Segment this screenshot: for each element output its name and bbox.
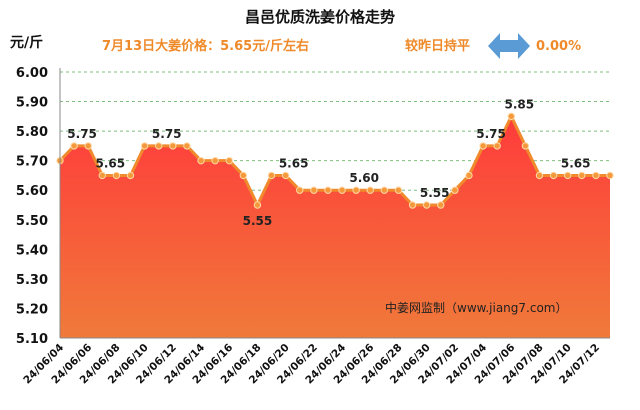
data-point: [183, 142, 191, 150]
data-labels: 5.75 5.65 5.75 5.55 5.65 5.60 5.55 5.75 5.85 5.65: [67, 97, 590, 228]
data-point: [465, 171, 473, 180]
data-label: 5.75: [67, 127, 97, 141]
data-point: [126, 171, 135, 180]
chart-title: 昌邑优质洗姜价格走势: [245, 8, 395, 26]
y-tick-label: 5.50: [16, 214, 48, 229]
data-point: [493, 142, 501, 150]
y-tick-label: 6.00: [16, 66, 48, 81]
y-axis-unit: 元/斤: [10, 34, 43, 51]
data-point: [98, 171, 107, 180]
y-tick-label: 5.40: [16, 243, 48, 258]
data-point: [366, 186, 374, 194]
data-point: [84, 142, 92, 150]
chart-subtitle: 7月13日大姜价格：5.65元/斤左右: [102, 38, 309, 54]
data-point: [281, 171, 290, 180]
data-point: [578, 171, 586, 180]
data-label: 5.75: [152, 127, 182, 141]
data-point: [239, 171, 248, 180]
data-label: 5.85: [504, 97, 534, 111]
data-point: [211, 156, 219, 165]
data-point: [253, 201, 262, 209]
data-point: [592, 171, 600, 180]
data-point: [155, 142, 163, 150]
data-point: [422, 201, 431, 209]
data-point: [310, 186, 318, 194]
data-point: [380, 186, 389, 194]
data-point: [507, 112, 515, 121]
data-label: 5.65: [279, 156, 309, 170]
data-point: [437, 201, 445, 209]
y-tick-label: 5.90: [16, 96, 48, 111]
data-point: [197, 156, 205, 165]
data-label: 5.75: [476, 127, 506, 141]
data-label: 5.60: [349, 171, 379, 185]
data-point: [479, 142, 487, 150]
y-tick-label: 5.60: [16, 184, 48, 199]
series-line: [58, 114, 610, 207]
axes: [59, 68, 610, 339]
change-value: 0.00%: [536, 39, 581, 54]
y-tick-label: 5.80: [16, 125, 48, 140]
data-point: [225, 156, 233, 165]
data-point: [408, 201, 417, 209]
data-label: 5.65: [96, 156, 126, 170]
watermark: 中姜网监制（www.jiang7.com）: [385, 300, 567, 315]
data-point: [535, 171, 544, 180]
data-markers: [56, 112, 614, 209]
data-point: [521, 142, 530, 150]
data-point: [140, 142, 149, 150]
change-label: 较昨日持平: [405, 38, 470, 54]
data-label: 5.55: [243, 214, 273, 228]
x-axis-ticks: 24/06/0424/06/0624/06/0824/06/1024/06/12…: [21, 342, 602, 387]
data-point: [324, 186, 332, 194]
data-point: [296, 186, 304, 194]
data-point: [169, 142, 177, 150]
data-label: 5.65: [561, 156, 591, 170]
y-tick-label: 5.10: [16, 332, 48, 347]
data-point: [352, 186, 360, 194]
data-point: [70, 142, 78, 150]
data-point: [451, 186, 459, 194]
data-point: [338, 186, 346, 194]
data-point: [267, 171, 276, 180]
data-point: [549, 171, 558, 180]
data-point: [112, 171, 121, 180]
area-fill: [60, 116, 610, 338]
double-arrow-icon: [488, 33, 530, 59]
data-point: [563, 171, 572, 180]
data-point: [394, 186, 403, 194]
y-tick-label: 5.30: [16, 273, 48, 288]
y-axis-ticks: 5.10 5.20 5.30 5.40 5.50 5.60 5.70 5.80 5.90 6.00: [16, 66, 48, 347]
data-point: [606, 171, 614, 180]
area-series: [58, 114, 610, 338]
y-tick-label: 5.70: [16, 155, 48, 170]
y-tick-label: 5.20: [16, 302, 48, 317]
data-label: 5.55: [420, 186, 450, 200]
